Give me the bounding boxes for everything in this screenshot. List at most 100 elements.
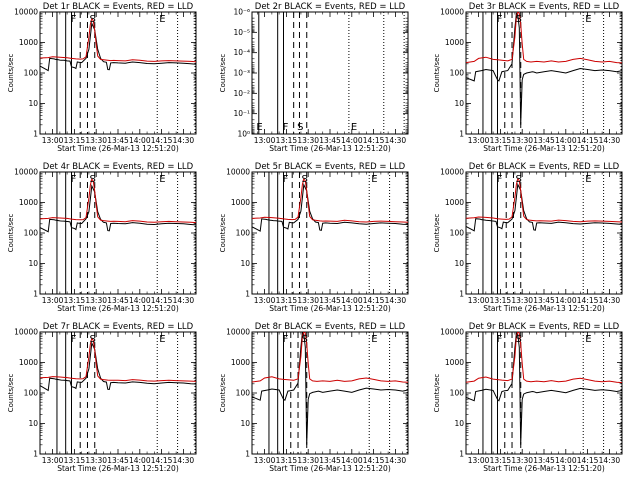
panel-3-xtick-label: 14:30 [599, 136, 621, 145]
panel-1-xtick-label: 13:00 [42, 136, 64, 145]
panel-8-xtick-label: 14:15 [363, 456, 385, 465]
panel-1-marker-e: E [159, 14, 165, 25]
panel-1-frame [39, 11, 197, 135]
panel-9-marker-s: S [515, 334, 521, 345]
panel-2-ytick-label: 10⁻¹ [233, 109, 250, 118]
panel-8-xlabel: Start Time (26-Mar-13 12:51:20) [269, 464, 391, 473]
panel-5-frame [251, 171, 409, 295]
panel-2-marker-s: S [297, 122, 303, 133]
panel-7-xtick-label: 14:00 [129, 456, 151, 465]
panel-6-ytick-label: 10000 [440, 168, 464, 177]
panel-3-marker-f: F [497, 14, 503, 25]
panel-2: Det 2r BLACK = Events, RED = LLD 10⁰ 10⁻¹ 1… [219, 2, 409, 153]
panel-9-lld-line [466, 332, 622, 384]
panel-7-xtick-label: 13:30 [85, 456, 107, 465]
panel-5-xtick-label: 14:15 [363, 296, 385, 305]
panel-4-xtick-label: 13:15 [64, 296, 86, 305]
panel-2-xtick-label: 13:00 [254, 136, 276, 145]
panel-4-marker-e: E [159, 174, 165, 185]
panel-7-ytick-label: 1 [33, 450, 38, 459]
panel-2-ytick-label: 10⁰ [237, 130, 250, 139]
panel-2-ytick-label: 10⁻⁴ [233, 48, 250, 57]
panel-4-xtick-label: 14:30 [173, 296, 195, 305]
panel-4-ytick-label: 10 [28, 259, 38, 268]
panel-7-xtick-label: 14:15 [151, 456, 173, 465]
panel-3-xlabel: Start Time (26-Mar-13 12:51:20) [483, 144, 605, 153]
panel-5-ylabel: Counts/sec [219, 214, 227, 253]
panel-8-title: Det 8r BLACK = Events, RED = LLD [255, 322, 406, 332]
panel-1-ytick-label: 10000 [14, 8, 38, 17]
panel-8-xtick-label: 14:00 [341, 456, 363, 465]
panel-8-marker-e: E [371, 334, 377, 345]
panel-7: Det 7r BLACK = Events, RED = LLD 1 10 100 10… [7, 322, 197, 473]
panel-9-ytick-label: 10 [454, 419, 464, 428]
panel-4-title: Det 4r BLACK = Events, RED = LLD [43, 162, 194, 172]
panel-3-marker-e: E [585, 14, 591, 25]
panel-8-lld-line [252, 332, 408, 383]
panel-4-frame [39, 171, 197, 295]
panel-9-ytick-label: 1000 [445, 358, 464, 367]
panel-1-xtick-label: 13:15 [64, 136, 86, 145]
panel-9-title: Det 9r BLACK = Events, RED = LLD [469, 322, 620, 332]
panel-6-xtick-label: 13:30 [511, 296, 533, 305]
panel-6-xtick-label: 13:45 [533, 296, 555, 305]
panel-4-lld-line [40, 178, 196, 224]
panel-3-lld-line [466, 12, 622, 64]
panel-5-xtick-label: 13:45 [319, 296, 341, 305]
panel-5-xtick-label: 13:30 [297, 296, 319, 305]
panel-6-xtick-label: 13:00 [468, 296, 490, 305]
panel-4-ytick-label: 1 [33, 290, 38, 299]
panel-5-xtick-label: 14:30 [385, 296, 407, 305]
panel-9: Det 9r BLACK = Events, RED = LLD 1 10 100 10… [433, 322, 623, 473]
panel-2-xtick-label: 14:15 [363, 136, 385, 145]
panel-3-xtick-label: 13:30 [511, 136, 533, 145]
panel-1-lld-line [40, 17, 196, 63]
panel-2-xtick-label: 13:45 [319, 136, 341, 145]
panel-2-marker-e: E [351, 122, 357, 133]
panel-1-xtick-label: 14:00 [129, 136, 151, 145]
panel-2-ylabel: Counts/sec [219, 54, 227, 93]
panel-7-frame [39, 331, 197, 455]
panel-4-ytick-label: 10000 [14, 168, 38, 177]
panel-9-xlabel: Start Time (26-Mar-13 12:51:20) [483, 464, 605, 473]
panel-3-ytick-label: 1 [459, 130, 464, 139]
panel-7-xtick-label: 13:15 [64, 456, 86, 465]
panel-1-ylabel: Counts/sec [7, 54, 15, 93]
panel-4-ytick-label: 100 [24, 229, 39, 238]
panel-8-xtick-label: 13:30 [297, 456, 319, 465]
panel-3-ytick-label: 100 [450, 69, 465, 78]
panel-5: Det 5r BLACK = Events, RED = LLD 1 10 100 10… [219, 162, 409, 313]
panel-9-ytick-label: 100 [450, 389, 465, 398]
panel-9-marker-f: F [497, 334, 503, 345]
panel-7-xtick-label: 13:00 [42, 456, 64, 465]
panel-5-ytick-label: 10 [240, 259, 250, 268]
panel-6-lld-line [466, 177, 622, 223]
panel-4-xlabel: Start Time (26-Mar-13 12:51:20) [57, 304, 179, 313]
panel-3-frame [465, 11, 623, 135]
panel-3-xtick-label: 13:00 [468, 136, 490, 145]
panel-6-events-line [466, 182, 622, 232]
panel-7-xtick-label: 13:45 [107, 456, 129, 465]
panel-1-xtick-label: 13:30 [85, 136, 107, 145]
panel-1-xtick-label: 13:45 [107, 136, 129, 145]
panel-9-ylabel: Counts/sec [433, 374, 441, 413]
panel-4-xtick-label: 14:15 [151, 296, 173, 305]
panel-3-xtick-label: 13:45 [533, 136, 555, 145]
panel-2-xtick-label: 13:30 [297, 136, 319, 145]
panel-1-events-line [40, 21, 196, 72]
panel-7-ytick-label: 1000 [19, 358, 38, 367]
panel-4-ytick-label: 1000 [19, 198, 38, 207]
panel-8-events-line [252, 332, 408, 445]
panel-5-lld-line [252, 177, 408, 223]
panel-3: Det 3r BLACK = Events, RED = LLD 1 10 100 10… [433, 2, 623, 153]
panel-4-marker-f: F [71, 174, 77, 185]
panel-8-ytick-label: 1000 [231, 358, 250, 367]
panel-5-ytick-label: 100 [236, 229, 251, 238]
panel-9-events-line [466, 332, 622, 445]
